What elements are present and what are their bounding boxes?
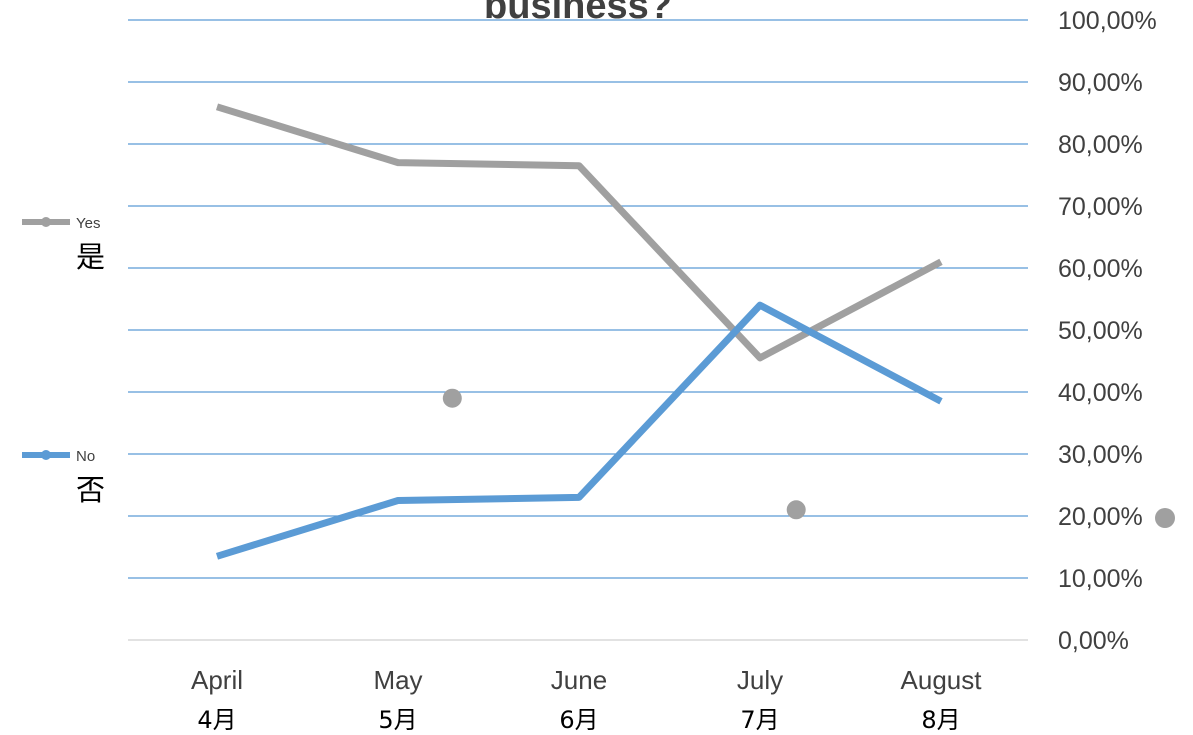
y-tick-label: 50,00% [1058,317,1143,345]
stray-marker [786,500,806,520]
legend-label-secondary-no: 否 [76,473,105,507]
legend-label-no: No [76,448,95,465]
y-tick-label: 40,00% [1058,379,1143,407]
legend-label-secondary-yes: 是 [76,240,105,274]
legend-marker-yes [41,217,51,227]
x-tick-label: May [373,665,422,695]
stray-marker [442,388,462,408]
legend-label-yes: Yes [76,215,100,232]
y-tick-label: 30,00% [1058,441,1143,469]
chart-title: business? [484,0,672,27]
x-tick-label-secondary: 7月 [740,706,779,734]
x-tick-label-secondary: 6月 [559,706,598,734]
y-axis-ticks: 0,00% 10,00% 20,00% 30,00% 40,00% 50,00% 60,00… [1058,7,1157,655]
y-tick-label: 0,00% [1058,627,1129,655]
x-tick-label-secondary: 8月 [921,706,960,734]
y-tick-label: 60,00% [1058,255,1143,283]
x-tick-label: April [191,665,243,695]
stray-marker [1155,508,1175,528]
y-tick-label: 70,00% [1058,193,1143,221]
y-tick-label: 10,00% [1058,565,1143,593]
y-tick-label: 80,00% [1058,131,1143,159]
x-tick-label-secondary: 5月 [378,706,417,734]
gridlines [128,19,1028,641]
x-tick-label-secondary: 4月 [197,706,236,734]
x-axis-ticks: April 4月 May 5月 June 6月 July 7月 August 8月 [191,665,982,734]
series-line-no [215,301,943,560]
y-tick-label: 90,00% [1058,69,1143,97]
x-tick-label: August [901,665,983,695]
stray-markers [442,388,1175,528]
y-tick-label: 100,00% [1058,7,1157,35]
legend-marker-no [41,450,51,460]
series-lines [215,103,943,560]
x-tick-label: June [551,665,607,695]
y-tick-label: 20,00% [1058,503,1143,531]
series-line-yes [215,103,943,362]
x-tick-label: July [737,665,783,695]
legend: Yes 是 No 否 [22,215,105,507]
